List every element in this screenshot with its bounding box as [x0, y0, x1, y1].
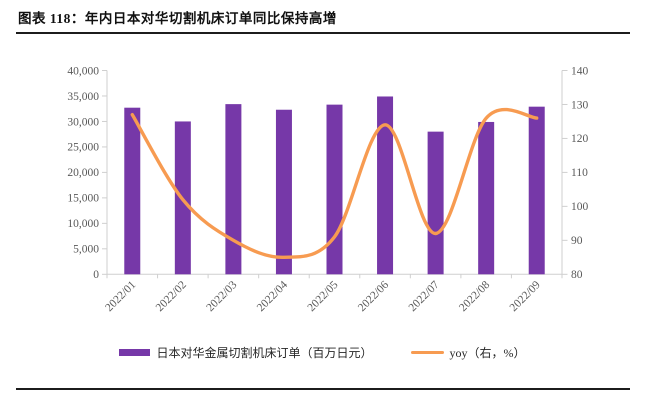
left-axis-tick-label: 20,000	[67, 167, 99, 179]
x-axis-label: 2022/03	[204, 279, 239, 314]
bar-2022/01	[124, 107, 141, 275]
left-axis-tick-label: 35,000	[67, 91, 99, 103]
right-axis-tick-label: 120	[571, 133, 589, 145]
bar-2022/07	[427, 131, 444, 275]
left-axis-tick-label: 25,000	[67, 142, 99, 154]
left-axis-tick-label: 15,000	[67, 193, 99, 205]
chart-legend: 日本对华金属切割机床订单（百万日元） yoy（右，%）	[0, 344, 645, 361]
right-axis-tick-label: 80	[571, 269, 583, 281]
left-axis-tick-label: 10,000	[67, 218, 99, 230]
chart-title: 图表 118：年内日本对华切割机床订单同比保持高增	[18, 11, 337, 26]
bar-series-label: 日本对华金属切割机床订单（百万日元）	[156, 346, 373, 360]
bar-2022/09	[528, 106, 545, 275]
bar-2022/03	[225, 104, 242, 275]
legend-item-yoy: yoy（右，%）	[410, 344, 526, 361]
x-axis-label: 2022/06	[356, 279, 391, 314]
right-axis-tick-label: 110	[571, 167, 588, 179]
left-axis-tick-label: 5,000	[73, 244, 99, 256]
left-axis-tick-label: 30,000	[67, 116, 99, 128]
left-axis-tick-label: 0	[93, 269, 99, 281]
bar-2022/05	[326, 104, 343, 275]
footer-divider-line	[16, 388, 630, 390]
right-axis-tick-label: 130	[571, 99, 589, 111]
x-axis-label: 2022/02	[154, 279, 189, 314]
right-axis-tick-label: 90	[571, 235, 583, 247]
bar-2022/04	[275, 109, 292, 275]
bar-2022/06	[377, 96, 394, 275]
left-axis-tick-label: 40,000	[67, 65, 99, 77]
right-axis-tick-label: 140	[571, 65, 589, 77]
x-axis-label: 2022/09	[508, 279, 543, 314]
bar-2022/08	[478, 121, 495, 275]
legend-item-orders: 日本对华金属切割机床订单（百万日元）	[119, 344, 373, 361]
bar-series-swatch	[119, 349, 151, 356]
line-series-swatch	[410, 350, 444, 355]
title-divider-line	[16, 32, 630, 34]
x-axis-label: 2022/01	[103, 279, 138, 314]
x-axis-label: 2022/08	[457, 279, 492, 314]
x-axis-label: 2022/04	[255, 279, 290, 314]
line-series-label: yoy（右，%）	[449, 346, 526, 360]
x-axis-label: 2022/07	[407, 279, 442, 314]
right-axis-tick-label: 100	[571, 201, 589, 213]
yoy-line	[130, 107, 539, 260]
x-axis-label: 2022/05	[305, 279, 340, 314]
